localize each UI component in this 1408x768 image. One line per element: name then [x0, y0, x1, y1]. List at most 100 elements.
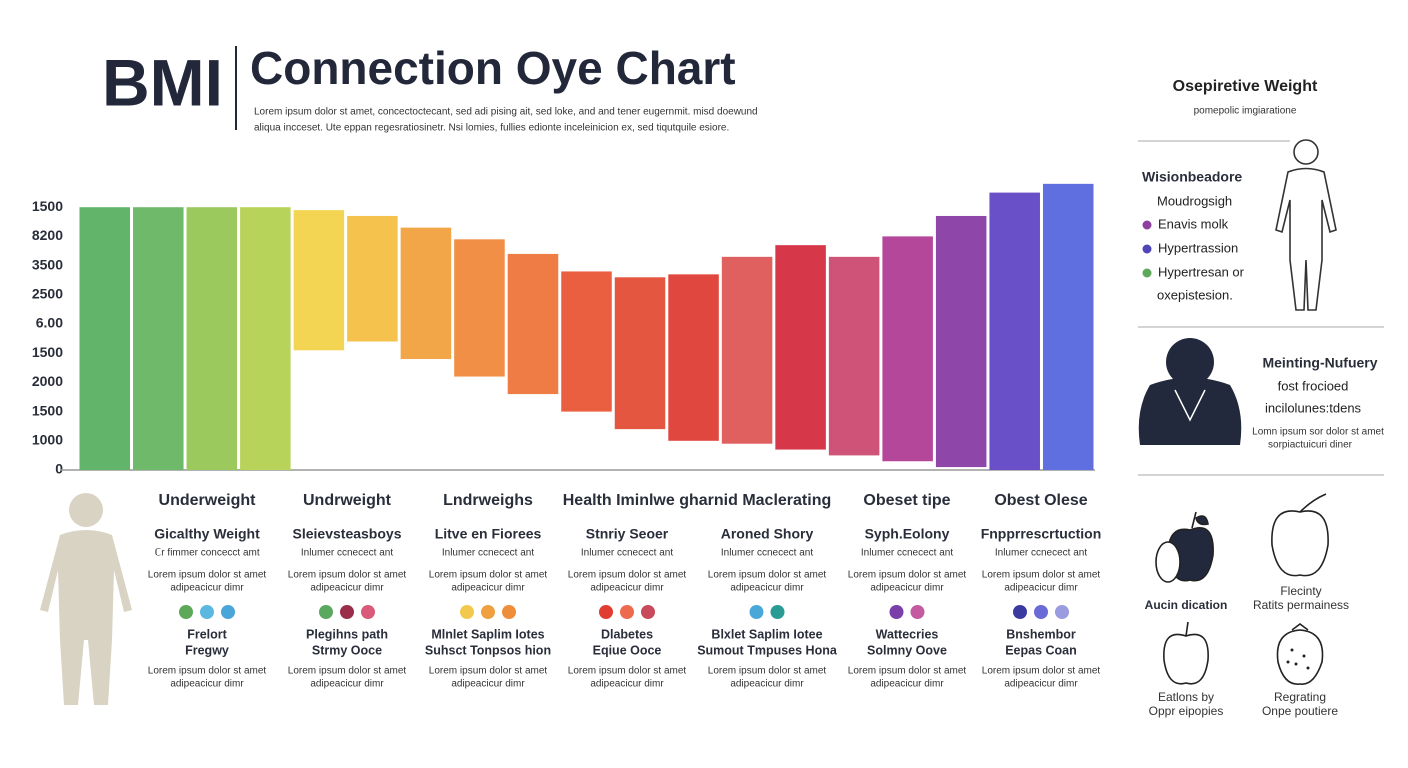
- bar: [507, 253, 559, 395]
- column-desc: adipeacicur dimr: [170, 583, 244, 594]
- column-desc: Lorem ipsum dolor st amet: [982, 570, 1101, 581]
- legend-label: Hypertrassion: [1158, 240, 1238, 255]
- color-dot: [200, 605, 214, 619]
- column-subheading: Stnriy Seoer: [586, 526, 669, 542]
- block-title: Meinting-Nufuery: [1262, 355, 1377, 371]
- bmi-label: BMI: [102, 45, 223, 119]
- column-desc: Lorem ipsum dolor st amet: [848, 570, 967, 581]
- body-silhouette: [40, 493, 132, 705]
- column-label: Eepas Coan: [1005, 643, 1077, 657]
- fruit-caption: Flecinty: [1280, 584, 1321, 598]
- body-outline: [1275, 139, 1337, 311]
- column-desc: Lorem ipsum dolor st amet: [568, 570, 687, 581]
- column-label: Solmny Oove: [867, 643, 947, 657]
- column-desc: adipeacicur dimr: [870, 679, 944, 690]
- column-desc: Lorem ipsum dolor st amet: [288, 666, 407, 677]
- legend-label: Hypertresan or: [1158, 264, 1245, 279]
- column-desc: adipeacicur dimr: [870, 583, 944, 594]
- color-dot: [502, 605, 516, 619]
- bar: [186, 207, 238, 470]
- column-subheading: Aroned Shory: [721, 526, 814, 542]
- color-dot: [1013, 605, 1027, 619]
- bar: [293, 210, 345, 351]
- bar: [454, 239, 505, 377]
- column-subheading: Gicalthy Weight: [154, 526, 260, 542]
- column-note: Inlumer ccnecect ant: [995, 548, 1087, 559]
- column-desc: Lorem ipsum dolor st amet: [429, 570, 548, 581]
- color-dot: [319, 605, 333, 619]
- color-dot: [599, 605, 613, 619]
- color-dot: [1055, 605, 1069, 619]
- chart-title: Connection Oye Chart: [250, 42, 736, 94]
- column-desc: adipeacicur dimr: [451, 679, 525, 690]
- column-label: Dlabetes: [601, 627, 653, 641]
- column-heading: Undrweight: [303, 492, 392, 509]
- color-dot: [481, 605, 495, 619]
- column-desc: adipeacicur dimr: [1004, 583, 1078, 594]
- color-dot: [179, 605, 193, 619]
- column-heading: Obest Olese: [994, 492, 1087, 509]
- bar: [400, 227, 452, 360]
- column-desc: Lorem ipsum dolor st amet: [982, 666, 1101, 677]
- subtitle: Lorem ipsum dolor st amet, concectocteca…: [254, 107, 758, 118]
- column-desc: adipeacicur dimr: [730, 679, 804, 690]
- fruit-caption: Aucin dication: [1145, 598, 1228, 612]
- y-tick-label: 1500: [32, 402, 63, 418]
- column-note: Inlumer ccnecect ant: [861, 548, 953, 559]
- bar: [882, 236, 933, 462]
- column-note: Inlumer ccnecect ant: [581, 548, 673, 559]
- column-desc: adipeacicur dimr: [590, 583, 664, 594]
- column-label: Wattecries: [876, 627, 939, 641]
- y-tick-label: 0: [55, 461, 63, 477]
- fruit-icons: [1155, 493, 1329, 685]
- sidebar-title: Osepiretive Weight: [1173, 78, 1318, 95]
- column-desc: Lorem ipsum dolor st amet: [708, 666, 827, 677]
- y-tick-label: 2000: [32, 373, 63, 389]
- column-desc: Lorem ipsum dolor st amet: [288, 570, 407, 581]
- block-desc: Lomn ipsum sor dolor st amet: [1252, 427, 1384, 438]
- fruit-caption: Eatlons by: [1158, 690, 1214, 704]
- legend-swatch: [1142, 220, 1152, 230]
- column-desc: Lorem ipsum dolor st amet: [848, 666, 967, 677]
- column-label: Eqiue Ooce: [593, 643, 662, 657]
- y-tick-label: 1000: [32, 432, 63, 448]
- column-desc: Lorem ipsum dolor st amet: [708, 570, 827, 581]
- column-heading: Obeset tipe: [863, 492, 950, 509]
- legend-label: Enavis molk: [1158, 216, 1229, 231]
- column-label: Strmy Ooce: [312, 643, 382, 657]
- column-desc: adipeacicur dimr: [310, 679, 384, 690]
- y-tick-label: 3500: [32, 256, 63, 272]
- subtitle: aliqua incceset. Ute eppan regesratiosin…: [254, 123, 729, 134]
- bar: [989, 192, 1040, 470]
- color-dot: [620, 605, 634, 619]
- y-tick-label: 8200: [32, 227, 63, 243]
- seed-dots: [1286, 648, 1310, 670]
- bar: [561, 271, 612, 412]
- column-heading: Lndrweighs: [443, 492, 533, 509]
- column-label: Plegihns path: [306, 627, 388, 641]
- color-dot: [1034, 605, 1048, 619]
- bar: [721, 256, 773, 444]
- bar: [240, 207, 291, 470]
- y-tick-label: 6.00: [36, 315, 63, 331]
- bar: [935, 215, 987, 468]
- fruit-caption: Ratits permainess: [1253, 598, 1349, 612]
- color-dot: [221, 605, 235, 619]
- column-label: Suhsct Tonpsos hion: [425, 643, 551, 657]
- column-desc: Lorem ipsum dolor st amet: [429, 666, 548, 677]
- bar: [133, 207, 184, 470]
- bar: [828, 256, 880, 456]
- column-desc: adipeacicur dimr: [1004, 679, 1078, 690]
- legend-title: Wisionbeadore: [1142, 169, 1242, 185]
- legend-subtitle: Moudrogsigh: [1157, 193, 1232, 208]
- column-heading: Underweight: [159, 492, 257, 509]
- sidebar-subtitle: pomepolic imgiaratione: [1194, 106, 1297, 117]
- column-desc: adipeacicur dimr: [730, 583, 804, 594]
- fruit-caption: Regrating: [1274, 690, 1326, 704]
- color-dot: [910, 605, 925, 619]
- column-desc: Lorem ipsum dolor st amet: [148, 570, 267, 581]
- column-label: Bnshembor: [1006, 627, 1076, 641]
- column-subheading: Syph.Eolony: [865, 526, 950, 542]
- column-desc: adipeacicur dimr: [170, 679, 244, 690]
